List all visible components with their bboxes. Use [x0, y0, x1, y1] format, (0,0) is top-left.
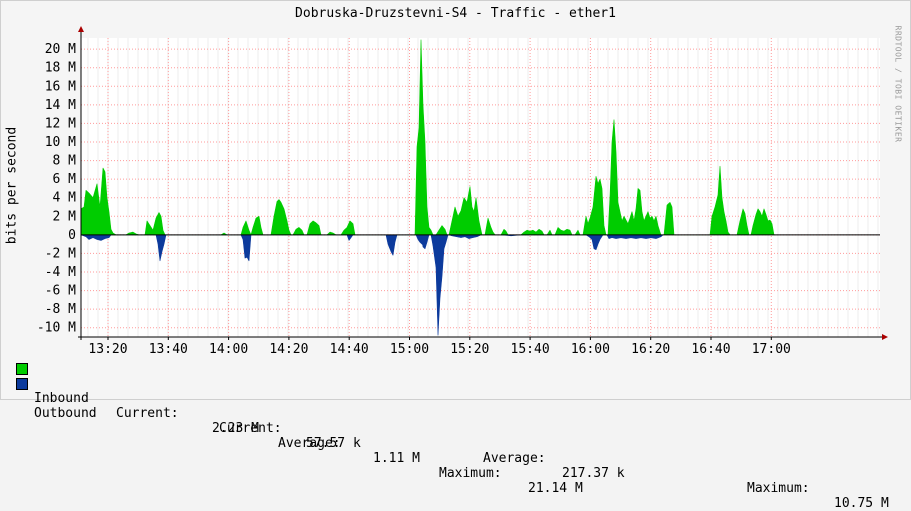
- x-tick-label: 13:40: [149, 342, 188, 357]
- y-tick-label: 18 M: [45, 61, 76, 76]
- y-axis-arrow: [78, 26, 84, 32]
- inbound-swatch: [16, 363, 28, 375]
- x-axis-arrow: [882, 334, 888, 340]
- legend-inbound: Inbound Current: 2.23 M Average: 1.11 M …: [16, 361, 896, 496]
- chart-title: Dobruska-Druzstevni-S4 - Traffic - ether…: [295, 6, 616, 21]
- y-tick-label: 16 M: [45, 79, 76, 94]
- y-tick-label: 10 M: [45, 135, 76, 150]
- inbound-label: Inbound: [34, 391, 89, 406]
- x-tick-label: 14:00: [209, 342, 248, 357]
- traffic-chart: 20 M 18 M 16 M 14 M 12 M 10 M 8 M 6 M 4 M 2 M 0 -2 …: [37, 26, 888, 357]
- plot-area: [81, 38, 880, 337]
- legend-outbound: Outbound Current: 57.57 k Average: 217.3…: [16, 376, 896, 511]
- y-tick-label: 12 M: [45, 116, 76, 131]
- outbound-average-label: Average:: [483, 451, 546, 466]
- inbound-maximum-value: 21.14 M: [528, 481, 583, 496]
- outbound-maximum-label: Maximum:: [747, 481, 810, 496]
- x-tick-label: 15:20: [450, 342, 489, 357]
- inbound-maximum-label: Maximum:: [439, 466, 502, 481]
- inbound-average-value: 1.11 M: [373, 451, 420, 466]
- watermark: RRDTOOL / TOBI OETIKER: [893, 25, 903, 143]
- x-tick-label: 14:20: [269, 342, 308, 357]
- outbound-current-value: 57.57 k: [306, 436, 361, 451]
- y-tick-label: 14 M: [45, 98, 76, 113]
- y-tick-label: -6 M: [45, 284, 76, 299]
- y-axis-label: bits per second: [4, 126, 20, 245]
- x-tick-label: 14:40: [330, 342, 369, 357]
- outbound-swatch: [16, 378, 28, 390]
- x-tick-label: 17:00: [752, 342, 791, 357]
- x-tick-label: 15:00: [390, 342, 429, 357]
- y-tick-label: 20 M: [45, 42, 76, 57]
- x-tick-label: 16:20: [631, 342, 670, 357]
- inbound-current-label: Current:: [116, 406, 179, 421]
- y-tick-label: 4 M: [53, 191, 77, 206]
- y-tick-label: -2 M: [45, 246, 76, 261]
- outbound-current-label: Current:: [219, 421, 282, 436]
- y-tick-label: 8 M: [53, 154, 77, 169]
- y-tick-label: -10 M: [37, 321, 76, 336]
- x-tick-label: 13:20: [88, 342, 127, 357]
- y-tick-label: -4 M: [45, 265, 76, 280]
- x-tick-label: 15:40: [511, 342, 550, 357]
- x-tick-label: 16:00: [571, 342, 610, 357]
- y-tick-label: -8 M: [45, 302, 76, 317]
- outbound-label: Outbound: [34, 406, 97, 421]
- x-tick-label: 16:40: [691, 342, 730, 357]
- outbound-average-value: 217.37 k: [562, 466, 625, 481]
- outbound-maximum-value: 10.75 M: [834, 496, 889, 511]
- y-tick-label: 2 M: [53, 209, 77, 224]
- y-tick-label: 6 M: [53, 172, 77, 187]
- y-tick-label: 0: [68, 228, 76, 243]
